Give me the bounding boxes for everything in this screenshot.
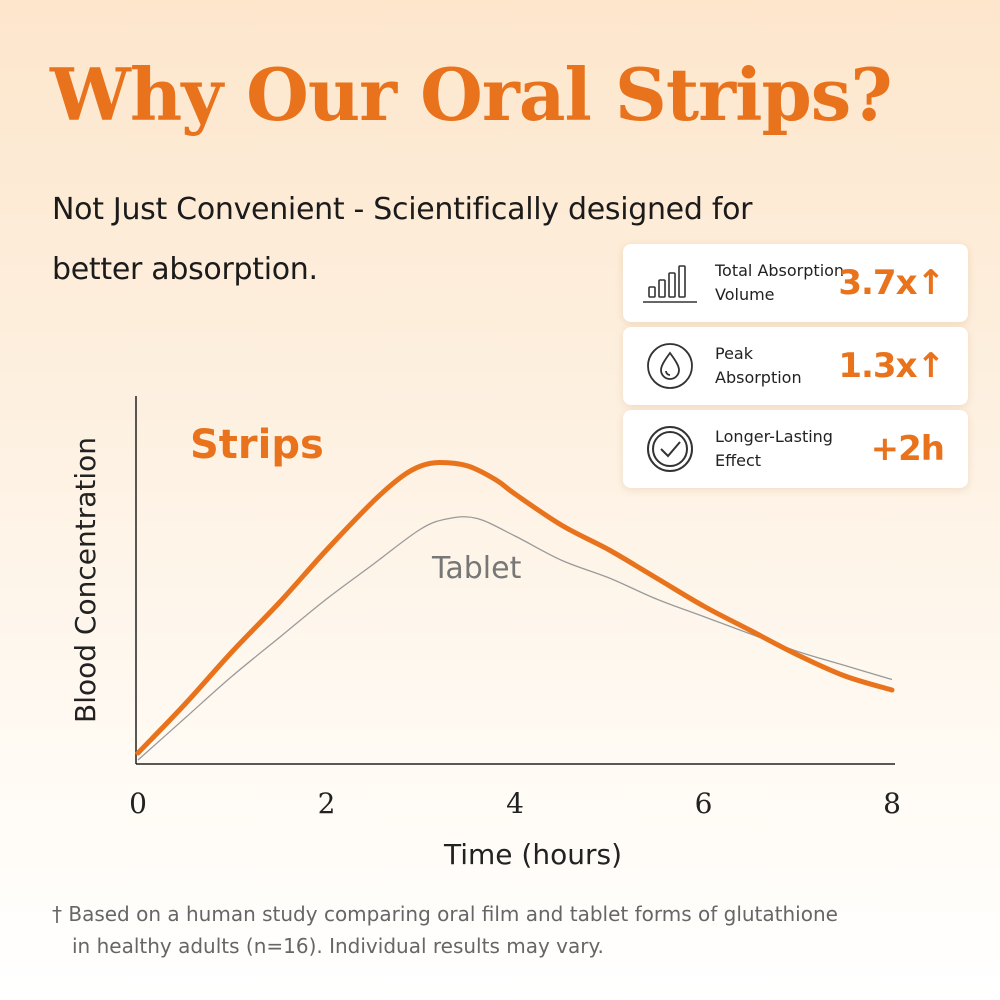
droplet-icon <box>647 343 693 389</box>
series-label-tablet: Tablet <box>431 551 522 586</box>
x-axis-label: Time (hours) <box>443 838 622 871</box>
stat-card-peak-absorption: Peak Absorption 1.3x↑ <box>623 327 968 405</box>
x-tick-labels: 0 2 4 6 8 <box>129 787 901 820</box>
x-tick-label-2: 2 <box>318 787 336 820</box>
stats-panel: Total Absorption Volume 3.7x↑ Peak Absor… <box>623 244 968 493</box>
check-circle-icon <box>647 426 693 472</box>
series-label-strips: Strips <box>190 422 324 468</box>
strips-line <box>135 459 895 756</box>
stat-card-longer-lasting: Longer-Lasting Effect +2h <box>623 410 968 488</box>
stat-value: 1.3x↑ <box>838 346 945 386</box>
x-tick-label-4: 4 <box>506 787 524 820</box>
bar-chart-icon <box>643 265 697 303</box>
stat-label: Longer-Lasting Effect <box>715 427 833 470</box>
page-title: Why Our Oral Strips? <box>50 52 893 137</box>
stat-value: 3.7x↑ <box>838 263 945 303</box>
page-subtitle: Not Just Convenient - Scientifically des… <box>52 192 753 287</box>
stat-label: Peak Absorption <box>715 344 802 387</box>
concentration-chart: Blood Concentration Time (hours) 0 2 4 6 8 S… <box>69 396 901 871</box>
x-tick-label-8: 8 <box>883 787 901 820</box>
axes <box>135 396 895 765</box>
stat-value: +2h <box>870 429 945 469</box>
x-tick-label-6: 6 <box>695 787 713 820</box>
stat-card-total-absorption: Total Absorption Volume 3.7x↑ <box>623 244 968 322</box>
tablet-line <box>137 516 893 761</box>
footnote: † Based on a human study comparing oral … <box>52 902 838 958</box>
x-tick-label-0: 0 <box>129 787 147 820</box>
stat-label: Total Absorption Volume <box>715 261 845 304</box>
y-axis-label: Blood Concentration <box>69 437 102 723</box>
